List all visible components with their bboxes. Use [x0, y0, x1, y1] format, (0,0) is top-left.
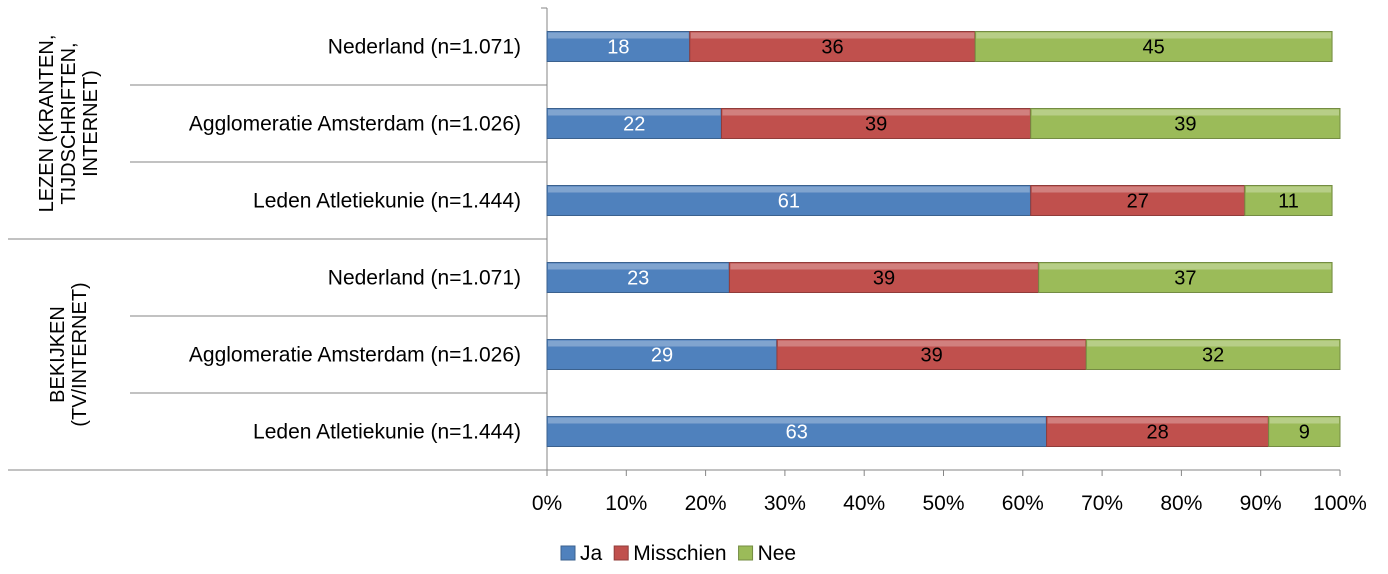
bar-highlight — [1031, 109, 1339, 116]
bar-segment-ja — [546, 31, 691, 62]
data-label: 45 — [1143, 37, 1165, 59]
bar-segment-nee — [1268, 416, 1341, 447]
bar-segment-nee — [1030, 108, 1341, 139]
legend-swatch-ja — [560, 545, 576, 561]
x-tick-label: 70% — [1081, 492, 1123, 515]
data-label: 39 — [873, 268, 895, 290]
bar-segment-nee — [1085, 339, 1341, 370]
x-tick-label: 0% — [532, 492, 562, 515]
category-label: Leden Atletiekunie (n=1.444) — [253, 421, 521, 444]
data-label: 63 — [786, 422, 808, 444]
bar-highlight — [777, 340, 1086, 347]
data-label: 37 — [1174, 268, 1196, 290]
bar-segment-misschien — [728, 262, 1040, 293]
bar-highlight — [722, 109, 1030, 116]
bar-highlight — [548, 417, 1046, 424]
bar-highlight — [548, 340, 776, 347]
bar-highlight — [548, 109, 721, 116]
bar-highlight — [1039, 263, 1332, 270]
x-tick-label: 20% — [685, 492, 727, 515]
bar-segment-misschien — [720, 108, 1032, 139]
bar-highlight — [976, 32, 1332, 39]
bar-segment-ja — [546, 108, 722, 139]
bar-segment-nee — [1244, 185, 1333, 216]
bar-segment-nee — [974, 31, 1333, 62]
data-label: 18 — [607, 37, 629, 59]
bar-segment-misschien — [776, 339, 1087, 370]
legend-label: Ja — [580, 542, 603, 565]
data-label: 23 — [627, 268, 649, 290]
x-tick-label: 80% — [1160, 492, 1202, 515]
x-tick-label: 60% — [1002, 492, 1044, 515]
group-label: (TV/INTERNET) — [69, 282, 91, 426]
bar-highlight — [1245, 186, 1332, 193]
data-label: 32 — [1202, 345, 1224, 367]
category-label: Agglomeratie Amsterdam (n=1.026) — [189, 344, 521, 367]
bar-segment-misschien — [689, 31, 976, 62]
data-label: 39 — [1174, 114, 1196, 136]
data-label: 29 — [651, 345, 673, 367]
legend-label: Nee — [758, 542, 797, 565]
bar-highlight — [1031, 186, 1244, 193]
bar-highlight — [1087, 340, 1339, 347]
bar-highlight — [730, 263, 1038, 270]
data-label: 22 — [623, 114, 645, 136]
legend-label: Misschien — [633, 542, 726, 565]
data-label: 39 — [920, 345, 942, 367]
x-tick-label: 40% — [843, 492, 885, 515]
bar-highlight — [548, 32, 689, 39]
data-label: 36 — [821, 37, 843, 59]
x-tick-label: 50% — [922, 492, 964, 515]
group-label: LEZEN (KRANTEN, — [36, 35, 58, 213]
bar-highlight — [548, 263, 729, 270]
x-tick-label: 30% — [764, 492, 806, 515]
bar-segment-ja — [546, 416, 1048, 447]
category-label: Agglomeratie Amsterdam (n=1.026) — [189, 113, 521, 136]
data-label: 11 — [1278, 191, 1299, 213]
legend-swatch-nee — [738, 545, 754, 561]
bar-segment-nee — [1038, 262, 1333, 293]
x-tick-label: 100% — [1313, 492, 1367, 515]
bar-highlight — [548, 186, 1030, 193]
group-label: TIJDSCHRIFTEN, — [58, 42, 80, 204]
category-label: Nederland (n=1.071) — [328, 267, 521, 290]
bar-segment-misschien — [1046, 416, 1270, 447]
group-label: INTERNET) — [80, 70, 102, 177]
data-label: 9 — [1299, 422, 1310, 444]
group-label: BEKIJKEN — [47, 306, 69, 403]
bar-segment-misschien — [1030, 185, 1246, 216]
data-label: 39 — [865, 114, 887, 136]
bar-highlight — [1047, 417, 1268, 424]
data-label: 61 — [778, 191, 800, 213]
category-label: Nederland (n=1.071) — [328, 36, 521, 59]
data-label: 28 — [1146, 422, 1168, 444]
bar-segment-ja — [546, 339, 778, 370]
bar-highlight — [690, 32, 975, 39]
x-tick-label: 90% — [1240, 492, 1282, 515]
x-tick-label: 10% — [605, 492, 647, 515]
bar-segment-ja — [546, 185, 1032, 216]
category-label: Leden Atletiekunie (n=1.444) — [253, 190, 521, 213]
bar-highlight — [1269, 417, 1339, 424]
legend-swatch-misschien — [613, 545, 629, 561]
data-label: 27 — [1127, 191, 1149, 213]
bar-segment-ja — [546, 262, 730, 293]
